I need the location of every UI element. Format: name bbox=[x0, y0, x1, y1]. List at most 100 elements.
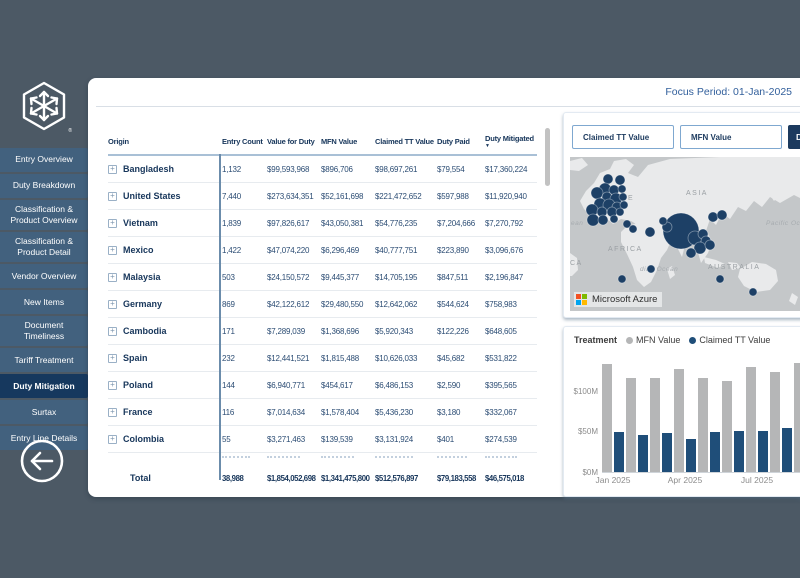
table-cell: $896,706 bbox=[321, 164, 353, 174]
bar-claimed-tt-value[interactable] bbox=[662, 432, 672, 472]
map-bubble[interactable] bbox=[646, 264, 656, 274]
column-header-value-for-duty[interactable]: Value for Duty bbox=[267, 136, 315, 146]
bar-mfn-value[interactable] bbox=[746, 366, 756, 472]
map-bubble[interactable] bbox=[614, 174, 626, 186]
expand-row-button[interactable]: + bbox=[108, 164, 117, 174]
map-bubble[interactable] bbox=[586, 213, 600, 227]
map-bubble[interactable] bbox=[716, 209, 728, 221]
map-bubble[interactable] bbox=[617, 184, 627, 194]
expand-row-button[interactable]: + bbox=[108, 272, 117, 282]
sidebar-item-classification-product-detail[interactable]: Classification & Product Detail bbox=[0, 232, 88, 263]
sidebar-item-tariff-treatment[interactable]: Tariff Treatment bbox=[0, 348, 88, 373]
map-bubble[interactable] bbox=[615, 207, 625, 217]
bar-pair-jan-2025 bbox=[602, 363, 624, 472]
table-row-vietnam[interactable]: + Vietnam 1,839 $97,826,617 $43,050,381 $54,7… bbox=[108, 210, 537, 237]
bar-mfn-value[interactable] bbox=[770, 371, 780, 472]
filter-claimed-tt-value[interactable]: Claimed TT Value bbox=[572, 125, 674, 149]
bar-claimed-tt-value[interactable] bbox=[638, 434, 648, 472]
expand-row-button[interactable]: + bbox=[108, 353, 117, 363]
map-bubble[interactable] bbox=[658, 216, 668, 226]
expand-row-button[interactable]: + bbox=[108, 380, 117, 390]
table-cell: $79,554 bbox=[437, 164, 465, 174]
map-bubble[interactable] bbox=[602, 173, 614, 185]
bar-claimed-tt-value[interactable] bbox=[686, 438, 696, 472]
x-axis-tick: Jan 2025 bbox=[595, 475, 631, 485]
registered-mark: ® bbox=[68, 128, 72, 134]
map-bubble[interactable] bbox=[704, 239, 716, 251]
sidebar-item-duty-breakdown[interactable]: Duty Breakdown bbox=[0, 174, 88, 198]
bar-claimed-tt-value[interactable] bbox=[782, 428, 792, 472]
column-header-claimed-tt-value[interactable]: Claimed TT Value bbox=[375, 136, 434, 146]
expand-row-button[interactable]: + bbox=[108, 407, 117, 417]
expand-row-button[interactable]: + bbox=[108, 218, 117, 228]
column-header-entry-count[interactable]: Entry Count bbox=[222, 136, 263, 146]
bar-mfn-value[interactable] bbox=[674, 368, 684, 472]
bar-mfn-value[interactable] bbox=[602, 363, 612, 472]
table-row-bangladesh[interactable]: + Bangladesh 1,132 $99,593,968 $896,706 $98,6… bbox=[108, 156, 537, 183]
column-header-duty-mitigated[interactable]: Duty Mitigated ▼ bbox=[485, 134, 537, 149]
expand-row-button[interactable]: + bbox=[108, 245, 117, 255]
map-bubble[interactable] bbox=[622, 219, 632, 229]
table-row-spain[interactable]: + Spain 232 $12,441,521 $1,815,488 $10,626,03… bbox=[108, 345, 537, 372]
back-button[interactable] bbox=[19, 438, 65, 484]
map-bubble[interactable] bbox=[617, 274, 627, 284]
map-attribution-text: Microsoft Azure bbox=[592, 294, 658, 305]
map-landmasses bbox=[570, 157, 800, 305]
bar-claimed-tt-value[interactable] bbox=[758, 431, 768, 472]
map-bubble[interactable] bbox=[618, 192, 628, 202]
map-bubble[interactable] bbox=[609, 214, 619, 224]
map-bubble[interactable] bbox=[748, 287, 758, 297]
table-cell: $45,682 bbox=[437, 353, 465, 363]
table-row-germany[interactable]: + Germany 869 $42,122,612 $29,480,550 $12,642… bbox=[108, 291, 537, 318]
expand-row-button[interactable]: + bbox=[108, 434, 117, 444]
filter-mfn-value[interactable]: MFN Value bbox=[680, 125, 782, 149]
dark-action-button[interactable]: D bbox=[788, 125, 800, 149]
sidebar-item-surtax[interactable]: Surtax bbox=[0, 400, 88, 425]
sidebar-item-entry-overview[interactable]: Entry Overview bbox=[0, 148, 88, 172]
sidebar-item-classification-product-overview[interactable]: Classification & Product Overview bbox=[0, 200, 88, 231]
world-map[interactable]: ASIA E AFRICA AUSTRALIA CA Pacific Ocean dian … bbox=[570, 157, 800, 311]
table-row-cambodia[interactable]: + Cambodia 171 $7,289,039 $1,368,696 $5,920,3… bbox=[108, 318, 537, 345]
expand-row-button[interactable]: + bbox=[108, 191, 117, 201]
table-scrollbar-thumb[interactable] bbox=[545, 128, 550, 186]
table-row-mexico[interactable]: + Mexico 1,422 $47,074,220 $6,296,469 $40,777… bbox=[108, 237, 537, 264]
column-header-mfn-value[interactable]: MFN Value bbox=[321, 136, 358, 146]
expand-row-button[interactable]: + bbox=[108, 299, 117, 309]
map-bubble[interactable] bbox=[715, 274, 725, 284]
map-bubble[interactable] bbox=[628, 224, 638, 234]
table-cell: $758,983 bbox=[485, 299, 517, 309]
map-bubble[interactable] bbox=[619, 200, 629, 210]
bar-mfn-value[interactable] bbox=[794, 362, 800, 472]
table-row-malaysia[interactable]: + Malaysia 503 $24,150,572 $9,445,377 $14,705… bbox=[108, 264, 537, 291]
sidebar-item-entry-line-details[interactable]: Entry Line Details bbox=[0, 426, 88, 451]
sidebar-item-document-timeliness[interactable]: Document Timeliness bbox=[0, 316, 88, 347]
bar-mfn-value[interactable] bbox=[626, 377, 636, 472]
column-header-duty-paid[interactable]: Duty Paid bbox=[437, 136, 470, 146]
map-bubble[interactable] bbox=[707, 211, 719, 223]
table-row-poland[interactable]: + Poland 144 $6,940,771 $454,617 $6,486,153 $2… bbox=[108, 372, 537, 399]
table-row-united-states[interactable]: + United States 7,440 $273,634,351 $52,161,6… bbox=[108, 183, 537, 210]
bar-claimed-tt-value[interactable] bbox=[734, 431, 744, 472]
map-bubble[interactable] bbox=[597, 214, 609, 226]
origin-cell: + Germany bbox=[108, 299, 222, 309]
expand-row-button[interactable]: + bbox=[108, 326, 117, 336]
origin-name: Bangladesh bbox=[123, 164, 175, 174]
map-bubble[interactable] bbox=[590, 186, 604, 200]
bar-claimed-tt-value[interactable] bbox=[614, 432, 624, 472]
table-row-colombia[interactable]: + Colombia 55 $3,271,463 $139,539 $3,131,924 $… bbox=[108, 426, 537, 453]
origin-name: Vietnam bbox=[123, 218, 158, 228]
column-header-origin[interactable]: Origin bbox=[108, 136, 129, 146]
map-bubble[interactable] bbox=[644, 226, 656, 238]
sidebar-item-duty-mitigation[interactable]: Duty Mitigation bbox=[0, 374, 88, 399]
sidebar-item-new-items[interactable]: New Items bbox=[0, 290, 88, 315]
bar-mfn-value[interactable] bbox=[698, 377, 708, 472]
map-bubble[interactable] bbox=[685, 247, 697, 259]
table-row-france[interactable]: + France 116 $7,014,634 $1,578,404 $5,436,230… bbox=[108, 399, 537, 426]
sidebar-item-vendor-overview[interactable]: Vendor Overview bbox=[0, 264, 88, 289]
bar-mfn-value[interactable] bbox=[650, 378, 660, 472]
legend-entry-mfn[interactable]: MFN Value bbox=[626, 335, 680, 345]
legend-entry-claimed-tt[interactable]: Claimed TT Value bbox=[689, 335, 770, 345]
bar-mfn-value[interactable] bbox=[722, 380, 732, 472]
bar-claimed-tt-value[interactable] bbox=[710, 432, 720, 472]
back-arrow-icon bbox=[20, 439, 64, 483]
